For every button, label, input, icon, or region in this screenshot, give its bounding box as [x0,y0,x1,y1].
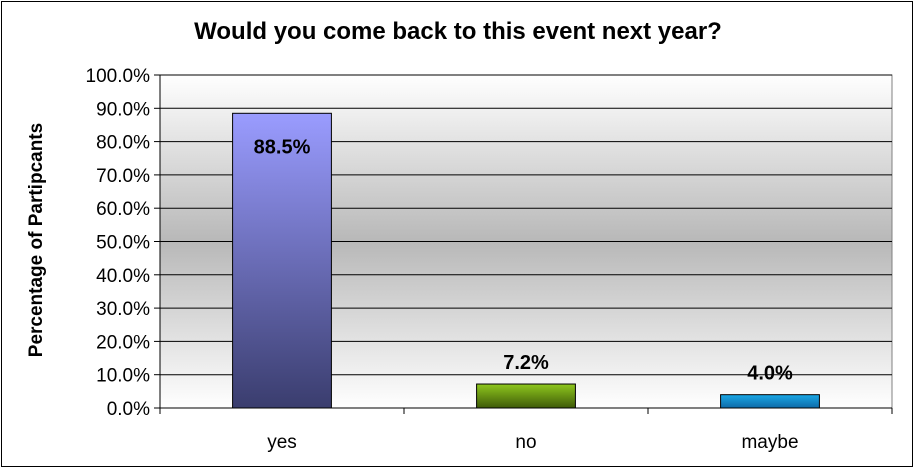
axes: 0.0% 10.0% 20.0% 30.0% 40.0% 50.0% 60.0% 70.0% 8… [86,66,893,420]
bar-yes [232,112,332,409]
y-tick-label: 50.0% [96,233,150,254]
y-tick-label: 70.0% [96,166,150,187]
data-label-no: 7.2% [503,352,549,374]
labels: 88.5% yes 7.2% no 4.0% maybe [254,136,799,453]
y-tick-label: 60.0% [96,199,150,220]
bar-no [476,383,576,409]
y-tick-label: 0.0% [107,399,150,420]
bars [232,112,820,409]
y-tick-label: 20.0% [96,332,150,353]
y-tick-label: 40.0% [96,266,150,287]
data-label-maybe: 4.0% [747,363,793,385]
y-tick-label: 100.0% [86,66,151,87]
x-tick-label-no: no [515,432,536,453]
y-tick-label: 80.0% [96,133,150,154]
x-tick-label-yes: yes [267,432,297,453]
data-label-yes: 88.5% [254,136,311,158]
y-tick-label: 10.0% [96,366,150,387]
bar-maybe [720,394,820,409]
chart-title: Would you come back to this event next y… [194,18,722,45]
y-tick-label: 90.0% [96,99,150,120]
x-tick-label-maybe: maybe [741,432,798,453]
y-tick-label: 30.0% [96,299,150,320]
